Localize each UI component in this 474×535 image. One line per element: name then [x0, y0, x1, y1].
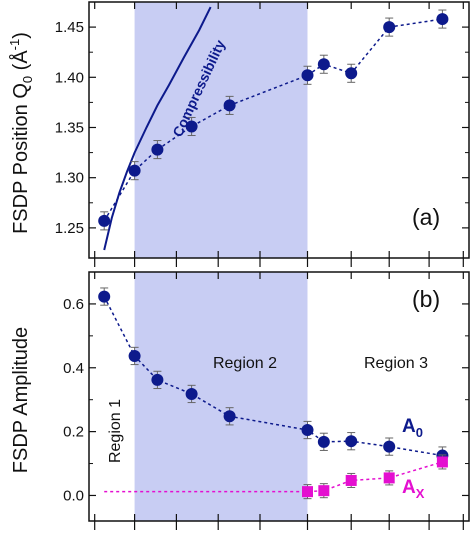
panel-a-ytick-label: 1.45: [55, 19, 84, 36]
panel-a: 1.25 1.30 1.35 1.40 1.45: [55, 1, 470, 267]
region-3-label: Region 3: [364, 355, 428, 372]
panel-b-series-0-point: [151, 373, 164, 386]
panel-b-series-1-point: [345, 474, 357, 486]
region-1-label: Region 1: [107, 399, 124, 463]
panel-b-frame: [88, 271, 470, 522]
panel-a-frame: [88, 1, 470, 259]
series-ax-sub: X: [416, 486, 425, 501]
panel-a-series-0-point: [151, 143, 164, 156]
panel-a-series-0-point: [185, 120, 198, 133]
series-a0-label: A0: [402, 416, 423, 440]
panel-a-series-0-point: [98, 214, 111, 227]
panel-b-series-1-point: [436, 456, 448, 468]
panel-b-series-0-point: [345, 435, 358, 448]
panel-a-series-0-fit-line: [103, 18, 443, 222]
panel-b-ytick-label: 0.6: [63, 296, 84, 313]
panel-a-tag: (a): [412, 204, 440, 230]
panel-b-series-0-point: [223, 410, 236, 423]
panel-a-ytick-label: 1.35: [55, 119, 84, 136]
panel-a-series-0-point: [317, 58, 330, 71]
panel-b-series-1-point: [383, 472, 395, 484]
panel-b-ytick-label: 0.4: [63, 360, 84, 377]
panel-a-ylabel-unit-close: ): [10, 32, 32, 39]
panel-b-series-0-point: [301, 424, 314, 437]
series-ax-name: A: [402, 477, 416, 498]
panel-b-ytick-label: 0.2: [63, 424, 84, 441]
panel-a-ylabel-sub: 0: [20, 76, 35, 83]
panel-a-ytick-label: 1.30: [55, 170, 84, 187]
series-ax-label: AX: [402, 477, 425, 501]
panel-b-series-1-fit-line: [104, 461, 443, 493]
panel-a-series-0-point: [301, 69, 314, 82]
panel-b-ytick-label: 0.0: [63, 487, 84, 504]
panel-a-series-0-point: [383, 21, 396, 34]
panel-a-y-axis-title: FSDP Position Q0 (Å-1): [7, 32, 35, 234]
panel-a-ylabel-main: FSDP Position Q: [10, 83, 32, 234]
region-2-label: Region 2: [213, 355, 277, 372]
series-a0-sub: 0: [416, 425, 423, 440]
panel-a-series-0-point: [223, 99, 236, 112]
panel-a-series-0-point: [128, 164, 141, 177]
panel-b-tag: (b): [412, 286, 440, 312]
panel-a-shaded-region: [134, 2, 308, 258]
panel-b: 0.0 0.2 0.4 0.6: [63, 271, 470, 530]
panel-b-series-1-point: [302, 486, 313, 498]
panel-b-series-0-point: [98, 290, 111, 303]
panel-a-series-0-point: [345, 67, 358, 80]
panel-b-series-0-point: [128, 349, 141, 362]
panel-b-series-0-point: [383, 440, 396, 453]
series-a0-name: A: [402, 416, 416, 437]
panel-b-y-axis-title: FSDP Amplitude: [10, 327, 32, 473]
panel-b-series-0-point: [317, 435, 330, 448]
compressibility-curve: [103, 6, 212, 251]
panel-b-series-0-point: [185, 387, 198, 400]
panel-b-series-0-fit-line: [103, 296, 443, 457]
panel-a-series-0-point: [436, 13, 449, 26]
panel-b-series-1-point: [318, 485, 330, 497]
panel-a-ylabel-unit-sup: -1: [7, 39, 22, 51]
panel-a-ylabel-unit-open: (Å: [9, 50, 32, 76]
panel-a-ytick-label: 1.25: [55, 220, 84, 237]
panel-a-ytick-label: 1.40: [55, 69, 84, 86]
panel-b-shaded-region: [134, 272, 308, 521]
